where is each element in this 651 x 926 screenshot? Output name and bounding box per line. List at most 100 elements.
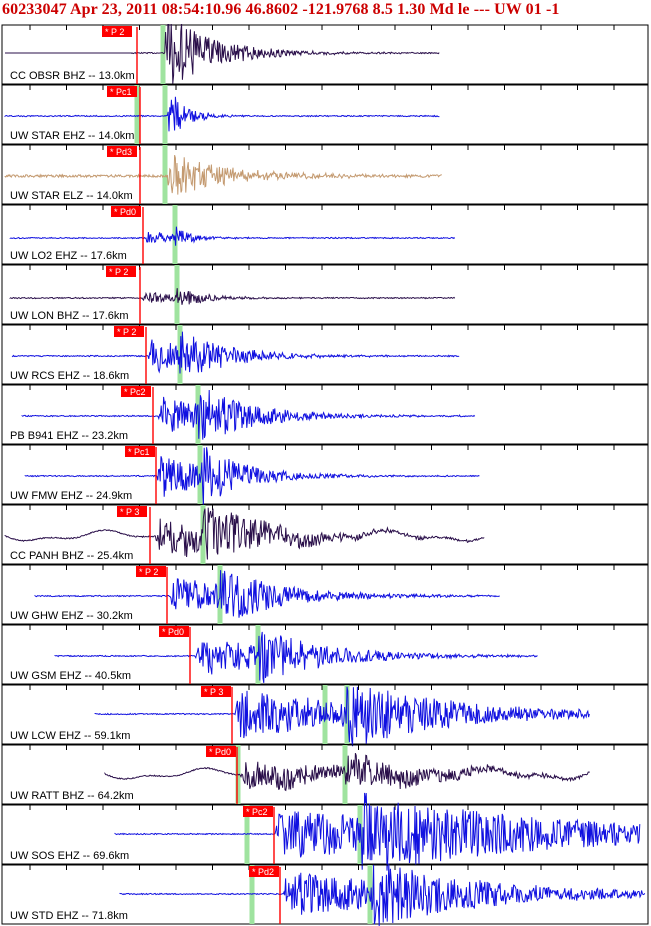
trace-row[interactable]: * Pc2 PB B941 EHZ -- 23.2km	[1, 384, 649, 445]
waveform[interactable]	[21, 389, 476, 440]
trace-row[interactable]: * Pc1 UW STAR EHZ -- 14.0km	[1, 84, 649, 145]
trace-frame	[1, 624, 649, 685]
p-pick-label: * Pc1	[110, 87, 132, 97]
p-pick-label: * P 2	[109, 267, 128, 277]
station-label: UW GHW EHZ -- 30.2km	[10, 610, 133, 622]
waveform[interactable]	[114, 792, 641, 871]
s-pick-marker[interactable]	[200, 505, 206, 564]
trace-row[interactable]: * P 2 UW RCS EHZ -- 18.6km	[1, 324, 649, 385]
p-pick-label-box[interactable]	[102, 26, 132, 37]
trace-row[interactable]: * Pd3 UW STAR ELZ -- 14.0km	[1, 144, 649, 205]
station-label: UW SOS EHZ -- 69.6km	[10, 850, 129, 862]
s-pick-marker[interactable]	[197, 445, 203, 504]
waveform[interactable]	[34, 570, 500, 618]
trace-frame	[1, 864, 649, 925]
s-pick-marker[interactable]	[162, 85, 168, 144]
p-pick-label-box[interactable]	[201, 686, 231, 697]
p-pick-label: * P 3	[120, 507, 139, 517]
trace-frame	[1, 204, 649, 265]
trace-frame	[1, 144, 649, 205]
station-label: CC OBSR BHZ -- 13.0km	[10, 70, 135, 82]
waveform[interactable]	[119, 863, 646, 926]
event-summary: 60233047 Apr 23, 2011 08:54:10.96 46.860…	[2, 1, 560, 18]
trace-row[interactable]: * Pd0 UW LO2 EHZ -- 17.6km	[1, 204, 649, 265]
trace-row[interactable]: * Pd0 UW RATT BHZ -- 64.2km	[1, 744, 649, 805]
p-pick-label-box[interactable]	[111, 206, 141, 217]
trace-row[interactable]: * P 3 CC PANH BHZ -- 25.4km	[1, 504, 649, 565]
waveform[interactable]	[5, 24, 440, 84]
p-pick-label-box[interactable]	[117, 506, 147, 517]
waveform[interactable]	[9, 226, 456, 246]
p-pick-label: * Pd3	[110, 147, 132, 157]
waveform[interactable]	[94, 686, 590, 747]
trace-frame	[1, 324, 649, 385]
p-pick-label: * Pd2	[252, 867, 274, 877]
p-pick-label: * P 2	[117, 327, 136, 337]
station-label: UW STAR ELZ -- 14.0km	[10, 190, 133, 202]
s-pick-marker[interactable]	[172, 205, 178, 264]
s-pick-marker[interactable]	[162, 145, 168, 204]
waveform[interactable]	[4, 154, 442, 195]
trace-row[interactable]: * P 2 UW LON BHZ -- 17.6km	[1, 264, 649, 325]
trace-frame	[1, 84, 649, 145]
waveform[interactable]	[9, 288, 456, 305]
trace-row[interactable]: * P 2 CC OBSR BHZ -- 13.0km	[1, 24, 649, 85]
trace-frame	[1, 504, 649, 565]
p-pick-label: * Pd0	[114, 207, 136, 217]
p-pick-label-box[interactable]	[136, 566, 166, 577]
trace-row[interactable]: * Pc1 UW FMW EHZ -- 24.9km	[1, 444, 649, 507]
p-pick-label: * Pc2	[246, 807, 268, 817]
p-pick-label-box[interactable]	[159, 626, 189, 637]
p-pick-label: * Pc2	[124, 387, 146, 397]
p-pick-label-box[interactable]	[121, 386, 151, 397]
station-label: PB B941 EHZ -- 23.2km	[10, 430, 128, 442]
s-pick-marker[interactable]	[322, 685, 328, 744]
p-pick-label-box[interactable]	[107, 86, 137, 97]
p-pick-label-box[interactable]	[107, 146, 137, 157]
trace-row[interactable]: * P 2 UW GHW EHZ -- 30.2km	[1, 564, 649, 625]
station-label: UW RATT BHZ -- 64.2km	[10, 790, 134, 802]
station-label: UW STD EHZ -- 71.8km	[10, 910, 128, 922]
trace-frame	[1, 264, 649, 325]
station-label: UW LON BHZ -- 17.6km	[10, 310, 129, 322]
trace-frame	[1, 384, 649, 445]
p-pick-label-box[interactable]	[125, 446, 155, 457]
station-label: UW STAR EHZ -- 14.0km	[10, 130, 134, 142]
station-label: UW LCW EHZ -- 59.1km	[10, 730, 130, 742]
waveform[interactable]	[54, 631, 538, 683]
p-pick-label: * P 2	[139, 567, 158, 577]
trace-row[interactable]: * Pd0 UW GSM EHZ -- 40.5km	[1, 624, 649, 685]
event-header: 60233047 Apr 23, 2011 08:54:10.96 46.860…	[0, 0, 651, 24]
trace-frame	[1, 24, 649, 85]
station-label: UW FMW EHZ -- 24.9km	[10, 490, 132, 502]
p-pick-label-box[interactable]	[206, 746, 236, 757]
seismogram-panel[interactable]: * P 2 CC OBSR BHZ -- 13.0km * Pc1 UW STAR E…	[0, 24, 651, 926]
s-pick-marker[interactable]	[134, 85, 140, 144]
p-pick-label-box[interactable]	[249, 866, 279, 877]
p-pick-label: * Pd0	[209, 747, 231, 757]
trace-frame	[1, 744, 649, 805]
s-pick-marker[interactable]	[344, 685, 350, 744]
trace-row[interactable]: * P 3 UW LCW EHZ -- 59.1km	[1, 684, 649, 747]
s-pick-marker[interactable]	[367, 865, 373, 924]
waveform[interactable]	[4, 96, 440, 132]
trace-frame	[1, 564, 649, 625]
waveform[interactable]	[24, 447, 480, 507]
station-label: UW GSM EHZ -- 40.5km	[10, 670, 131, 682]
waveform[interactable]	[4, 507, 485, 560]
trace-frame	[1, 444, 649, 505]
trace-row[interactable]: * Pc2 UW SOS EHZ -- 69.6km	[1, 792, 649, 871]
p-pick-label: * Pc1	[128, 447, 150, 457]
station-label: UW LO2 EHZ -- 17.6km	[10, 250, 127, 262]
waveform[interactable]	[104, 753, 590, 792]
p-pick-label-box[interactable]	[243, 806, 273, 817]
p-pick-label: * Pd0	[162, 627, 184, 637]
trace-row[interactable]: * Pd2 UW STD EHZ -- 71.8km	[1, 863, 649, 926]
station-label: CC PANH BHZ -- 25.4km	[10, 550, 133, 562]
p-pick-label-box[interactable]	[114, 326, 144, 337]
station-label: UW RCS EHZ -- 18.6km	[10, 370, 129, 382]
p-pick-label-box[interactable]	[106, 266, 136, 277]
trace-frame	[1, 804, 649, 865]
waveform[interactable]	[11, 331, 460, 374]
s-pick-marker[interactable]	[160, 25, 166, 84]
